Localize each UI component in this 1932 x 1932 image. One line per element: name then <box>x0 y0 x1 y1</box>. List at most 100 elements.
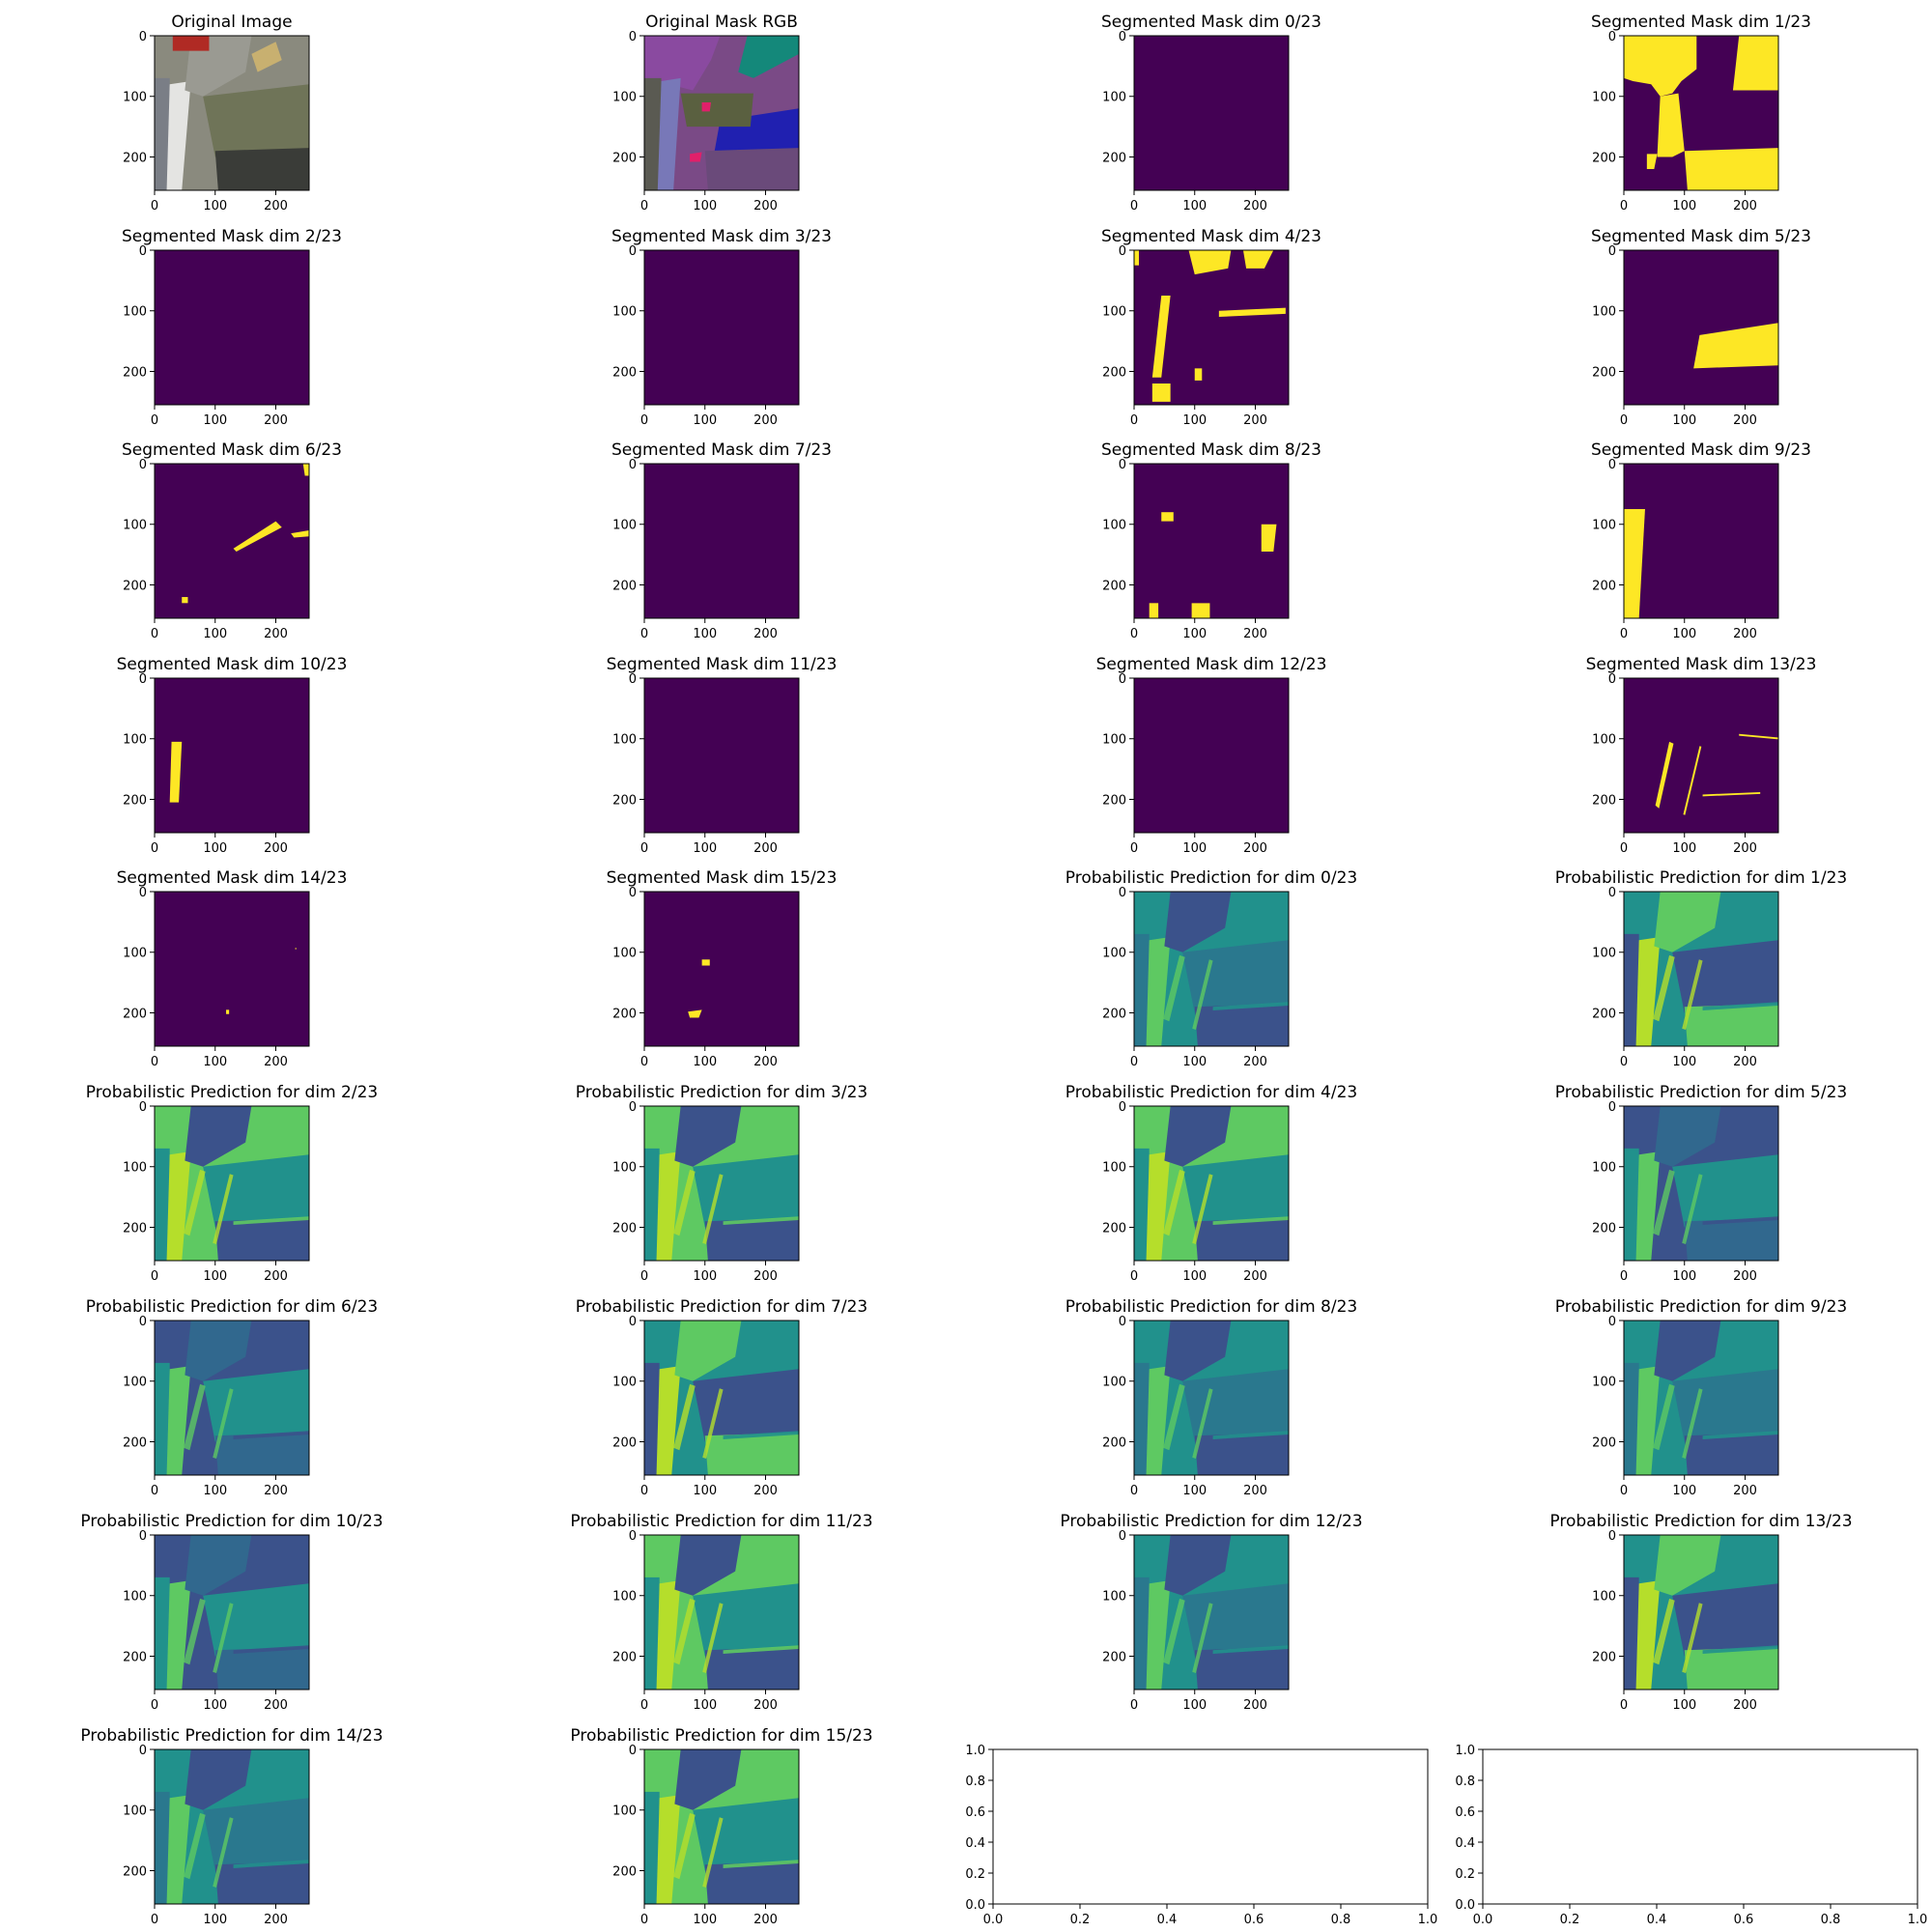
x-tick-label: 0 <box>1620 841 1628 856</box>
subplot-26: 0 100 200 0 100 200 Probabilistic Prediction f… <box>1065 1297 1357 1498</box>
axes-frame <box>1133 249 1290 406</box>
mask-background <box>1134 36 1289 190</box>
y-tick-label: 0 <box>1119 458 1126 472</box>
y-tick-label: 100 <box>123 1590 147 1605</box>
y-tick-label: 0 <box>1119 886 1126 900</box>
axes-frame <box>1623 249 1779 406</box>
prob-rail-2 <box>1192 959 1213 1031</box>
y-tick-label: 200 <box>612 579 637 593</box>
y-tick-label: 0 <box>1119 672 1126 687</box>
y-tick-label: 100 <box>612 1376 637 1390</box>
mask-background <box>644 892 799 1046</box>
y-tick-label: 200 <box>123 793 147 808</box>
axes-frame <box>1623 1320 1779 1476</box>
image-content <box>644 1321 799 1475</box>
axes-frame <box>1133 463 1290 619</box>
mask-background <box>1134 250 1289 405</box>
x-tick-label: 100 <box>1182 413 1207 428</box>
x-tick-label: 100 <box>693 1484 717 1498</box>
prob-walkway <box>1146 1580 1171 1690</box>
prob-roof <box>674 1321 742 1381</box>
prob-facade <box>155 1791 170 1904</box>
image-content <box>1624 678 1778 833</box>
prob-rail-2 <box>702 1817 724 1889</box>
x-tick-label: 200 <box>1243 413 1267 428</box>
prob-rail-1 <box>1163 954 1185 1022</box>
subplot-title: Segmented Mask dim 12/23 <box>1096 655 1327 674</box>
mask-region-3 <box>1149 603 1159 618</box>
prob-lawn <box>1182 1369 1289 1442</box>
prob-rail-2 <box>1682 1174 1703 1245</box>
image-content <box>1134 678 1289 833</box>
x-tick-label: 0 <box>1130 841 1138 856</box>
subplot-title: Segmented Mask dim 3/23 <box>611 227 832 246</box>
subplot-title: Segmented Mask dim 8/23 <box>1101 440 1321 460</box>
y-tick-label: 100 <box>123 1161 147 1176</box>
x-tick-label: 200 <box>1243 1269 1267 1284</box>
prob-edge <box>1702 1002 1778 1010</box>
prob-facade <box>644 1362 660 1475</box>
y-tick-label: 0 <box>629 1529 637 1544</box>
x-tick-label: 100 <box>1182 627 1207 641</box>
prob-edge <box>723 1860 799 1868</box>
x-tick-label: 0 <box>151 1484 158 1498</box>
y-tick-label: 0.6 <box>965 1805 985 1820</box>
subplot-28: 0 100 200 0 100 200 Probabilistic Prediction f… <box>80 1512 383 1713</box>
subplot-33: 0 100 200 0 100 200 Probabilistic Prediction f… <box>570 1726 872 1927</box>
x-tick-label: 0 <box>1130 1698 1138 1713</box>
rgbmask-person-1 <box>701 102 712 112</box>
y-tick-label: 0.0 <box>965 1898 985 1913</box>
y-tick-label: 100 <box>612 1161 637 1176</box>
y-tick-label: 200 <box>1102 1007 1126 1021</box>
axes-frame <box>992 1748 1429 1905</box>
subplot-title: Segmented Mask dim 15/23 <box>607 868 838 888</box>
prob-pool <box>1194 1647 1289 1690</box>
prob-rail-2 <box>213 1174 234 1245</box>
x-tick-label: 200 <box>1243 841 1267 856</box>
x-tick-label: 200 <box>1733 413 1757 428</box>
prob-pool <box>1194 1004 1289 1046</box>
subplot-title: Original Image <box>171 13 292 32</box>
y-tick-label: 100 <box>1102 1376 1126 1390</box>
x-tick-label: 0.6 <box>1244 1913 1264 1927</box>
prob-lawn <box>203 1154 309 1228</box>
rgbmask-person-2 <box>690 152 702 162</box>
y-tick-label: 0 <box>629 886 637 900</box>
prob-walkway <box>1146 1366 1171 1475</box>
subplot-title: Probabilistic Prediction for dim 11/23 <box>570 1512 872 1531</box>
x-tick-label: 200 <box>753 413 778 428</box>
axes-frame <box>154 677 310 834</box>
mask-region-3 <box>182 597 188 604</box>
x-tick-label: 0.2 <box>1560 1913 1580 1927</box>
y-tick-label: 200 <box>1592 793 1616 808</box>
mask-region-1 <box>295 948 297 950</box>
prob-rail-2 <box>1682 1603 1703 1674</box>
prob-rail-1 <box>184 1812 206 1880</box>
y-tick-label: 200 <box>123 365 147 380</box>
subplot-27: 0 100 200 0 100 200 Probabilistic Prediction f… <box>1555 1297 1847 1498</box>
subplot-title: Original Mask RGB <box>645 13 798 32</box>
y-tick-label: 100 <box>612 947 637 961</box>
x-tick-label: 0 <box>151 413 158 428</box>
x-tick-label: 200 <box>1243 1484 1267 1498</box>
subplot-title: Probabilistic Prediction for dim 15/23 <box>570 1726 872 1746</box>
image-content <box>155 1535 309 1690</box>
y-tick-label: 0 <box>1119 244 1126 259</box>
x-tick-label: 0.0 <box>983 1913 1004 1927</box>
y-tick-label: 0 <box>1119 1100 1126 1115</box>
x-tick-label: 0 <box>1130 1484 1138 1498</box>
x-tick-label: 0 <box>1620 627 1628 641</box>
y-tick-label: 200 <box>1102 1435 1126 1450</box>
prob-pool <box>1684 1647 1778 1690</box>
prob-rail-1 <box>1653 954 1675 1022</box>
image-content <box>1134 892 1289 1046</box>
x-tick-label: 0 <box>1620 1055 1628 1069</box>
mask-region-0 <box>1655 741 1674 809</box>
subplot-title: Probabilistic Prediction for dim 7/23 <box>576 1297 867 1317</box>
prob-walkway <box>656 1366 681 1475</box>
axes-frame <box>154 1534 310 1690</box>
axes-frame <box>154 1105 310 1262</box>
y-tick-label: 100 <box>123 947 147 961</box>
prob-pool <box>704 1647 799 1690</box>
subplot-16: 0 100 200 0 100 200 Segmented Mask dim 14/23 <box>117 868 348 1069</box>
